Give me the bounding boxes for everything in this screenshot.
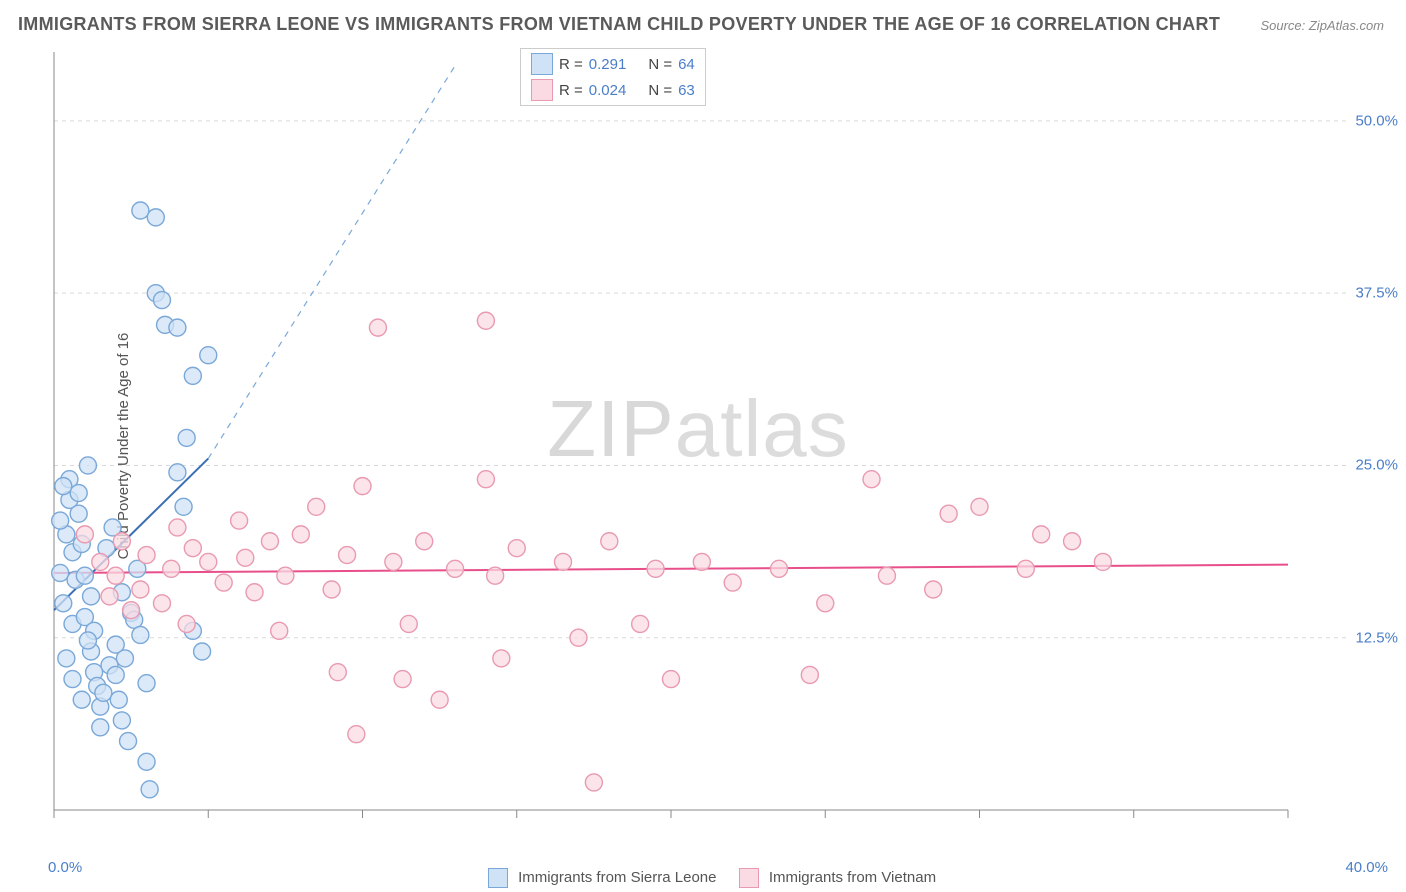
series-name-0: Immigrants from Sierra Leone — [518, 869, 716, 886]
y-tick-label: 25.0% — [1355, 457, 1398, 474]
source-label: Source: ZipAtlas.com — [1260, 18, 1384, 33]
y-tick-label: 50.0% — [1355, 112, 1398, 129]
r-value-1: 0.024 — [589, 82, 627, 99]
series-name-1: Immigrants from Vietnam — [769, 869, 936, 886]
r-value-0: 0.291 — [589, 56, 627, 73]
x-tick-left: 0.0% — [48, 859, 82, 876]
legend-stats: R = 0.291 N = 64 R = 0.024 N = 63 — [520, 48, 706, 106]
n-label: N = — [648, 82, 672, 99]
x-tick-right: 40.0% — [1345, 859, 1388, 876]
n-value-1: 63 — [678, 82, 695, 99]
legend-bottom-swatch-1 — [739, 868, 759, 888]
chart-title: IMMIGRANTS FROM SIERRA LEONE VS IMMIGRAN… — [18, 14, 1220, 35]
legend-stats-row-0: R = 0.291 N = 64 — [521, 51, 705, 77]
legend-bottom-swatch-0 — [488, 868, 508, 888]
plot-area: ZIPatlas — [48, 44, 1348, 846]
chart-svg — [48, 44, 1348, 846]
n-label: N = — [648, 56, 672, 73]
legend-stats-row-1: R = 0.024 N = 63 — [521, 77, 705, 103]
r-label: R = — [559, 82, 583, 99]
n-value-0: 64 — [678, 56, 695, 73]
legend-swatch-0 — [531, 53, 553, 75]
y-tick-label: 37.5% — [1355, 285, 1398, 302]
r-label: R = — [559, 56, 583, 73]
y-tick-label: 12.5% — [1355, 629, 1398, 646]
legend-series: Immigrants from Sierra Leone Immigrants … — [0, 868, 1406, 888]
legend-swatch-1 — [531, 79, 553, 101]
